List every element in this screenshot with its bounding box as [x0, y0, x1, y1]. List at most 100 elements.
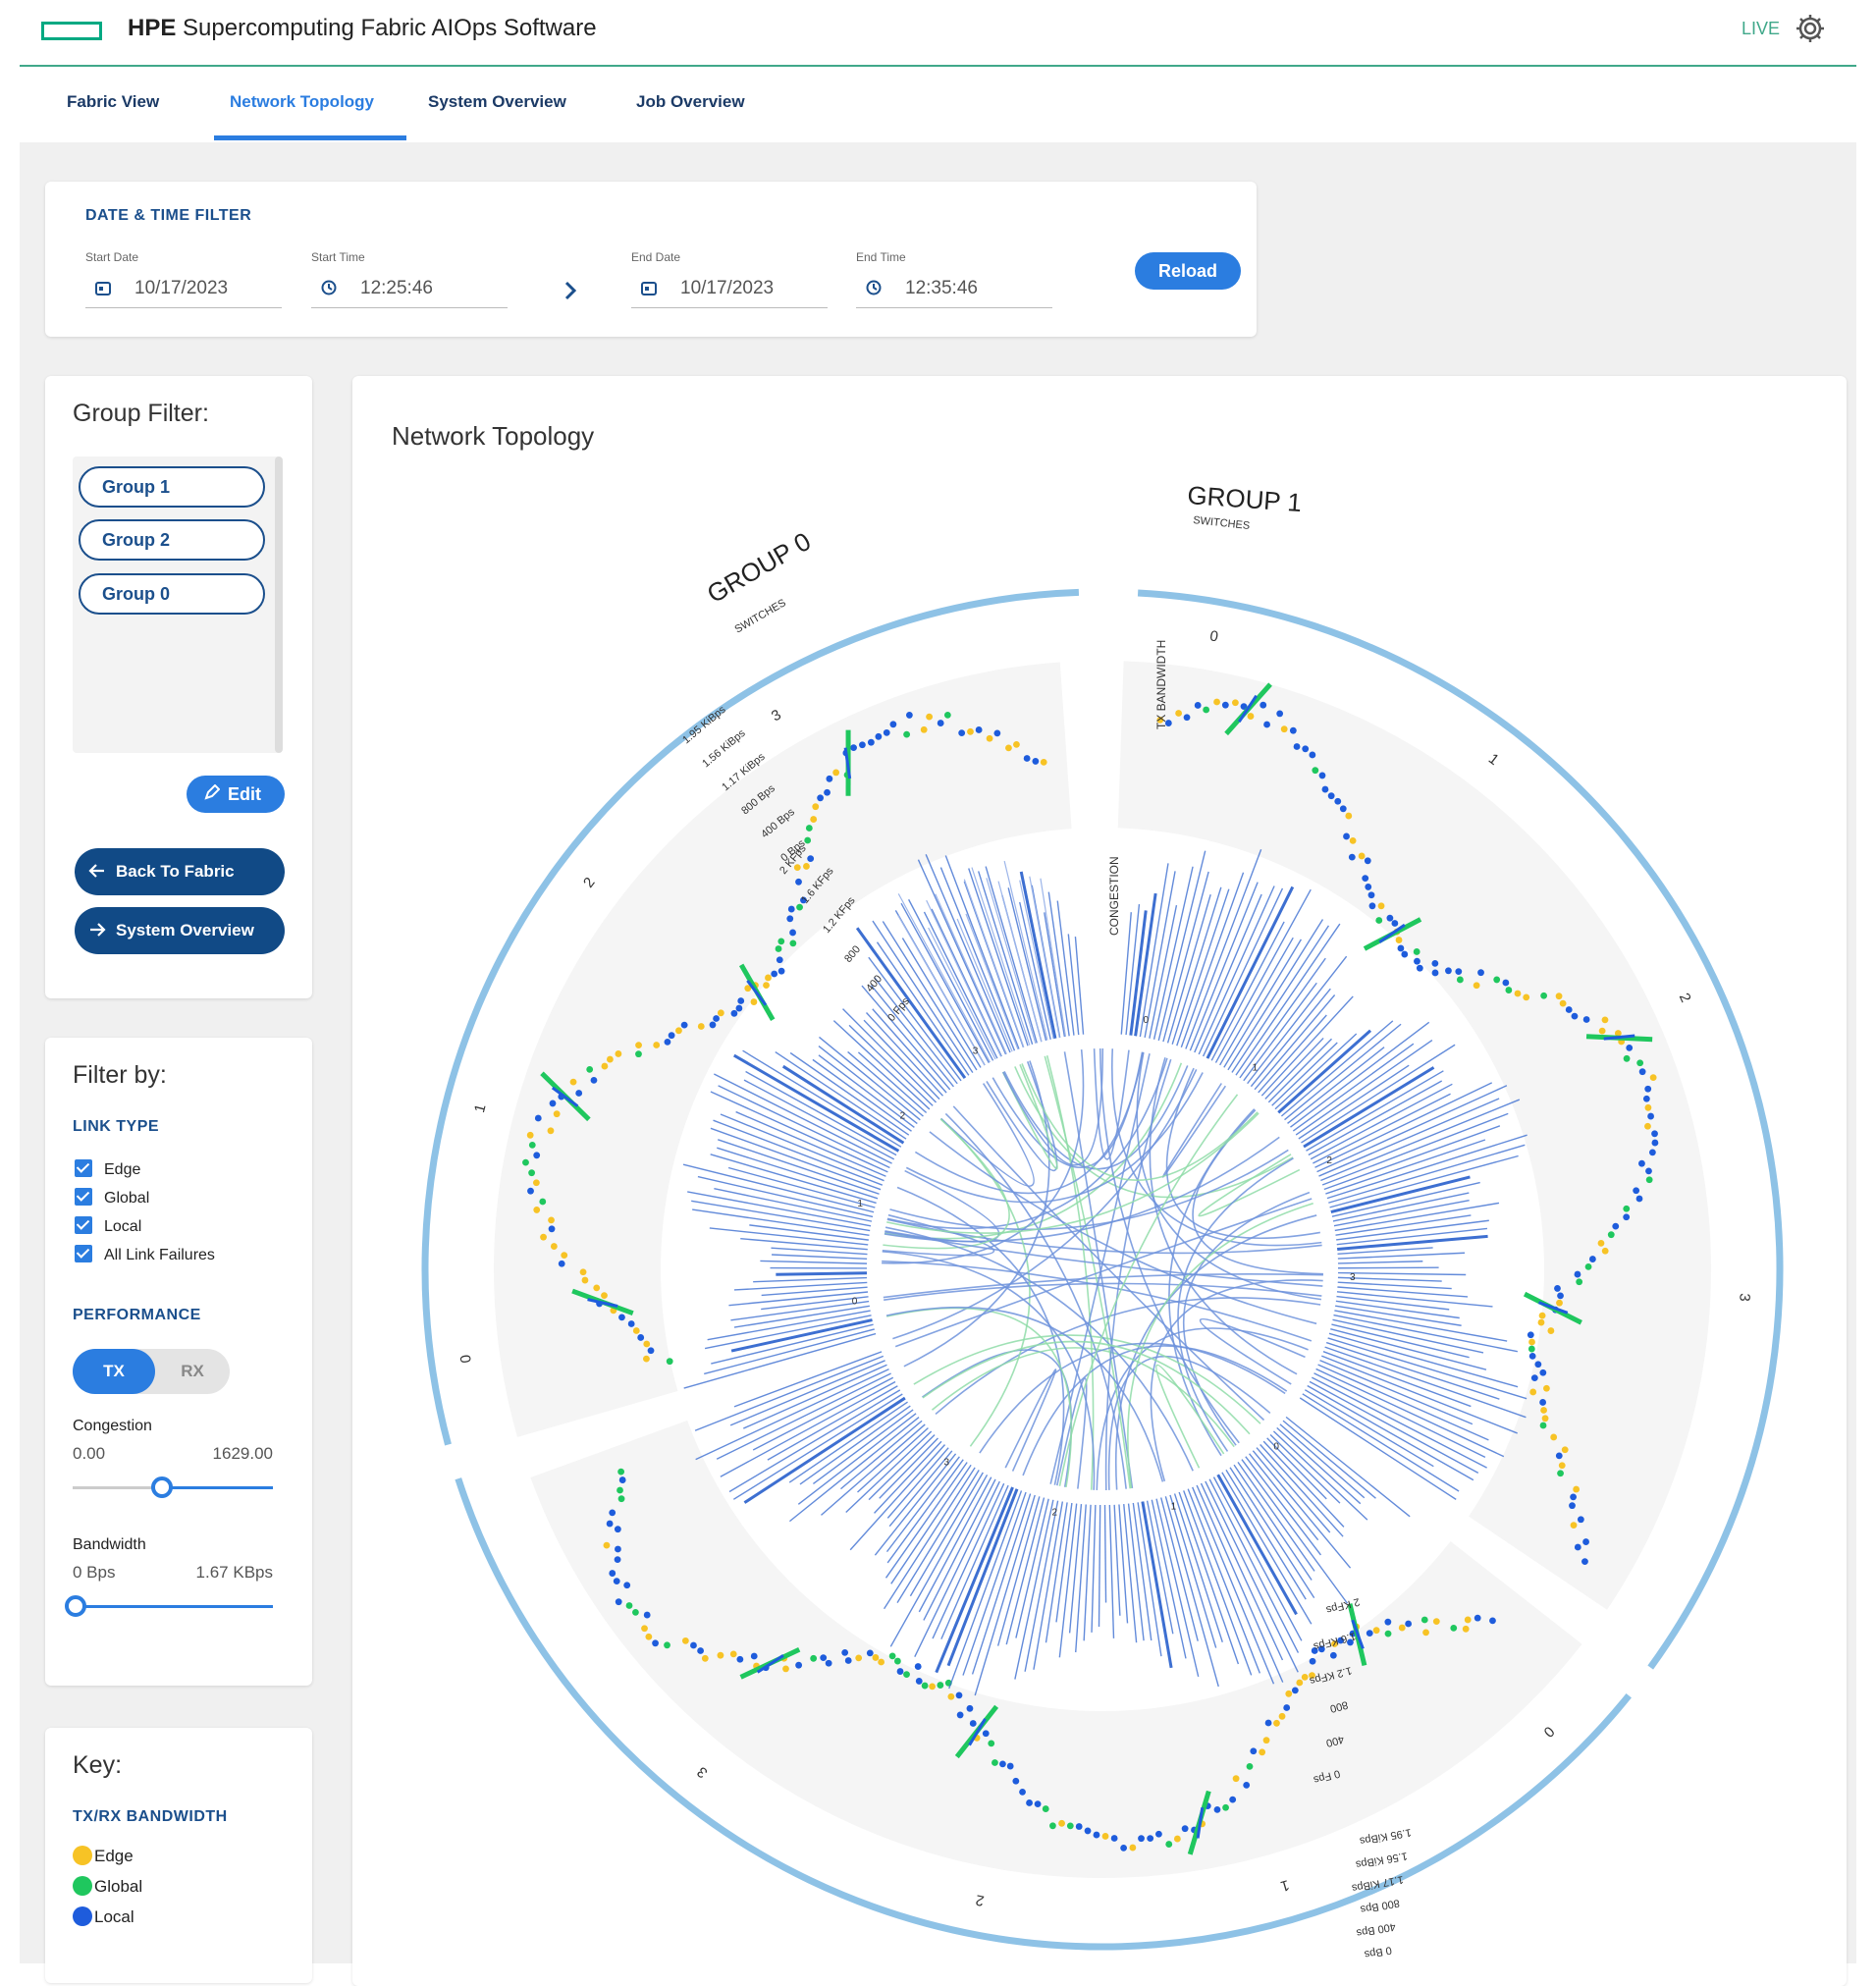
- tab-network-topology[interactable]: Network Topology: [230, 92, 374, 112]
- bandwidth-dot: [548, 1216, 555, 1223]
- congestion-bar: [1215, 889, 1311, 1062]
- bandwidth-min: 0 Bps: [73, 1563, 115, 1583]
- bandwidth-dot: [618, 1314, 625, 1320]
- congestion-bar: [890, 1475, 987, 1646]
- bandwidth-dot: [1643, 1096, 1650, 1102]
- bandwidth-dot: [1273, 1720, 1280, 1727]
- bandwidth-dot: [1296, 1680, 1303, 1687]
- congestion-bar: [849, 1025, 933, 1105]
- group-pill-0[interactable]: Group 0: [79, 573, 265, 615]
- start-date-field[interactable]: 10/17/2023: [85, 268, 282, 308]
- edit-button[interactable]: Edit: [187, 776, 285, 813]
- bandwidth-dot: [1222, 1804, 1229, 1811]
- bandwidth-dot: [1566, 1006, 1573, 1013]
- bandwidth-dot: [1572, 1013, 1579, 1020]
- congestion-bar: [730, 1361, 885, 1425]
- bandwidth-dot: [777, 956, 783, 963]
- bandwidth-dot: [713, 1015, 720, 1022]
- rx-option[interactable]: RX: [163, 1349, 222, 1394]
- bandwidth-dot: [1557, 1292, 1564, 1299]
- bandwidth-dot: [1559, 1462, 1566, 1469]
- bandwidth-dot: [619, 1476, 626, 1483]
- checkbox-all-link-failures[interactable]: All Link Failures: [75, 1245, 215, 1264]
- group-label-0: GROUP 1: [1187, 480, 1303, 517]
- bandwidth-dot: [938, 720, 944, 726]
- bandwidth-dot: [1043, 1805, 1049, 1812]
- bandwidth-dot: [1165, 1841, 1172, 1848]
- bandwidth-dot: [956, 1691, 963, 1698]
- congestion-bar: [1321, 1356, 1517, 1433]
- congestion-bar: [1287, 1047, 1384, 1124]
- checkbox-edge[interactable]: Edge: [75, 1159, 140, 1179]
- bandwidth-slider-handle[interactable]: [65, 1595, 86, 1617]
- bandwidth-dot: [652, 1639, 659, 1646]
- bandwidth-dot: [533, 1207, 540, 1213]
- bandwidth-dot: [570, 1079, 577, 1086]
- end-time-field[interactable]: 12:35:46: [856, 268, 1052, 308]
- bandwidth-dot: [1557, 1470, 1564, 1476]
- tx-rx-toggle[interactable]: TX RX: [73, 1349, 230, 1394]
- bandwidth-dot: [1386, 915, 1393, 922]
- bandwidth-dot: [1582, 1538, 1589, 1545]
- bandwidth-dot: [1195, 702, 1202, 709]
- bandwidth-dot: [664, 1641, 670, 1648]
- bandwidth-dot: [591, 1077, 598, 1084]
- switch-tick: 0: [457, 1354, 475, 1365]
- reload-button[interactable]: Reload: [1135, 252, 1241, 290]
- end-date-field[interactable]: 10/17/2023: [631, 268, 828, 308]
- bandwidth-dot: [765, 975, 772, 982]
- bandwidth-dot: [751, 1653, 758, 1660]
- bandwidth-dot: [1540, 1407, 1547, 1414]
- bandwidth-dot: [1111, 1835, 1118, 1842]
- bandwidth-dot: [614, 1578, 620, 1584]
- bandwidth-dot: [1562, 1446, 1569, 1453]
- tab-fabric-view[interactable]: Fabric View: [67, 92, 159, 112]
- key-local: Local: [73, 1906, 134, 1927]
- congestion-bar: [1230, 1468, 1314, 1598]
- tab-system-overview[interactable]: System Overview: [428, 92, 566, 112]
- congestion-bar: [687, 1192, 871, 1226]
- group-list-scrollbar[interactable]: [275, 456, 283, 753]
- bandwidth-dot: [1540, 1422, 1547, 1429]
- bandwidth-dot: [859, 741, 866, 748]
- gear-icon[interactable]: [1794, 12, 1827, 50]
- group-pill-1[interactable]: Group 1: [79, 466, 265, 508]
- bandwidth-dot: [807, 855, 814, 862]
- start-time-field[interactable]: 12:25:46: [311, 268, 508, 308]
- bandwidth-dot: [527, 1188, 534, 1195]
- bandwidth-dot: [1608, 1231, 1615, 1238]
- tx-option[interactable]: TX: [73, 1349, 155, 1394]
- group-pill-2[interactable]: Group 2: [79, 519, 265, 561]
- performance-title: PERFORMANCE: [73, 1307, 201, 1324]
- bandwidth-dot: [803, 863, 810, 870]
- bandwidth-scale-label: 1.95 KiBps: [680, 704, 728, 747]
- bandwidth-dot: [615, 1526, 621, 1532]
- system-overview-button[interactable]: System Overview: [75, 907, 285, 954]
- checkbox-global[interactable]: Global: [75, 1188, 149, 1208]
- bandwidth-dot: [1455, 968, 1462, 975]
- bandwidth-dot: [1649, 1149, 1656, 1155]
- switches-label: SWITCHES: [1193, 514, 1251, 532]
- bandwidth-dot: [1450, 1625, 1457, 1632]
- group-filter-title: Group Filter:: [73, 400, 209, 428]
- congestion-slider-handle[interactable]: [151, 1476, 173, 1498]
- congestion-bar: [1150, 905, 1177, 1039]
- tab-job-overview[interactable]: Job Overview: [636, 92, 745, 112]
- congestion-bar: [692, 1209, 869, 1235]
- bandwidth-dot: [845, 1657, 852, 1664]
- back-to-fabric-button[interactable]: Back To Fabric: [75, 848, 285, 895]
- bandwidth-dot: [641, 1625, 648, 1632]
- bandwidth-dot: [1343, 833, 1350, 840]
- filter-by-title: Filter by:: [73, 1061, 167, 1090]
- congestion-bar: [776, 1052, 906, 1140]
- inner-switch-tick: 2: [1326, 1155, 1332, 1166]
- bandwidth-dot: [718, 1009, 724, 1016]
- bandwidth-slider-track[interactable]: [73, 1605, 273, 1608]
- congestion-max: 1629.00: [213, 1444, 273, 1464]
- bandwidth-dot: [1319, 773, 1326, 779]
- checkbox-local[interactable]: Local: [75, 1216, 141, 1236]
- bandwidth-dot: [682, 1637, 689, 1644]
- congestion-bar: [1246, 1457, 1321, 1555]
